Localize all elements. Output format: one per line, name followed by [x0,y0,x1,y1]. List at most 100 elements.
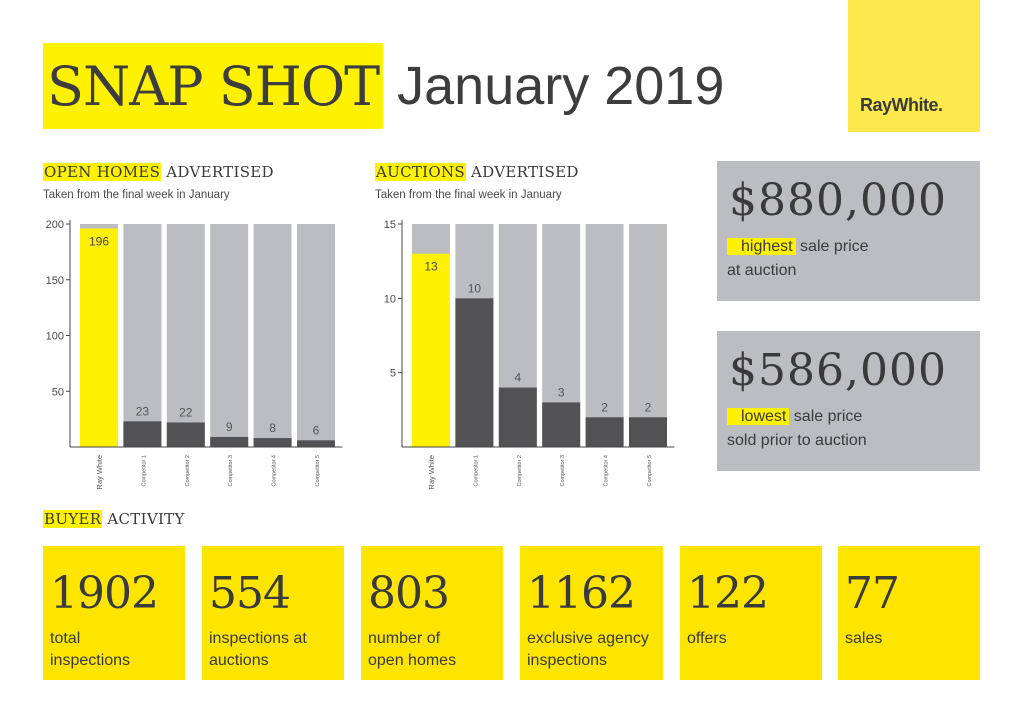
lowest-price-value: $586,000 [729,345,947,396]
data-label: 2 [601,400,608,414]
y-tick-label: 15 [384,219,396,231]
y-tick-label: 50 [52,386,64,398]
lowest-price-panel: $586,000 lowest sale price sold prior to… [717,331,980,471]
title-date: January 2019 [397,56,725,116]
stat-label-line2: inspections [527,652,608,669]
logo-text: RayWhite. [860,95,943,115]
highest-price-line2: at auction [727,262,797,279]
stat-label-line2: open homes [368,652,457,669]
highest-price-panel: $880,000 highest sale price at auction [717,161,980,301]
stat-value: 1902 [50,568,159,619]
stat-exclusive-agency-inspections: 1162 exclusive agency inspections [520,546,663,680]
auctions-subtitle: Taken from the final week in January [375,189,562,201]
stat-label: total inspections [50,628,130,672]
stat-label-line1: offers [687,630,727,647]
x-tick-label: Competitor 2 [185,455,191,487]
bar [297,440,335,447]
x-tick-label: Competitor 4 [272,455,278,487]
data-label: 6 [313,423,320,437]
bar-background [585,224,624,447]
bar-background [210,224,249,447]
lowest-price-rest: sale price [789,408,863,425]
bar [542,402,581,447]
open-homes-heading-highlight: OPEN HOMES [43,163,162,181]
bar [412,253,450,447]
title-highlight-box: SNAP SHOT [43,43,384,129]
stat-value: 554 [209,568,291,619]
lowest-price-line2: sold prior to auction [727,432,867,449]
auctions-chart: 5 10 15 13 Ray White 10 Competitor 1 4 Competito… [384,219,675,490]
highest-price-highlight: highest [727,238,796,255]
bar [253,438,292,447]
stat-label: number of open homes [368,628,456,672]
data-label: 23 [136,404,150,418]
open-homes-heading: OPEN HOMES ADVERTISED [43,163,274,181]
auctions-heading-highlight: AUCTIONS [375,163,466,181]
y-tick-label: 100 [46,331,64,343]
page-title: SNAP SHOT January 2019 [43,43,724,129]
data-label: 3 [558,385,565,399]
highest-price-rest: sale price [795,238,869,255]
x-tick-label: Ray White [95,455,104,490]
data-label: 2 [645,400,652,414]
bar [80,228,118,447]
stat-label-line1: inspections at [209,630,307,647]
bar [498,387,537,447]
stat-value: 77 [845,568,900,619]
stat-label-line1: sales [845,630,883,647]
x-tick-label: Competitor 3 [560,455,566,487]
highest-price-description: highest sale price at auction [727,235,869,283]
data-label: 22 [179,405,193,419]
stat-label-line2: inspections [50,652,131,669]
highest-price-value: $880,000 [729,175,947,226]
bar-background [253,224,292,447]
lowest-price-highlight: lowest [727,408,790,425]
y-tick-label: 150 [46,275,64,287]
stat-open-homes: 803 number of open homes [361,546,503,680]
bar [455,298,494,447]
stat-label-line1: total [50,630,81,647]
stat-sales: 77 sales [838,546,980,680]
stat-label-line1: number of [368,630,441,647]
stat-label: exclusive agency inspections [527,628,649,672]
stat-value: 1162 [527,568,636,619]
bar [166,422,205,447]
ray-white-logo: RayWhite. [848,0,980,132]
x-tick-label: Competitor 2 [517,455,523,487]
stat-label: inspections at auctions [209,628,307,672]
bar-background [629,224,667,447]
data-label: 4 [514,371,521,385]
bar [123,421,162,447]
stat-inspections-at-auctions: 554 inspections at auctions [202,546,344,680]
bar-background [297,224,335,447]
data-label: 13 [424,260,438,274]
lowest-price-description: lowest sale price sold prior to auction [727,405,867,453]
stat-total-inspections: 1902 total inspections [43,546,185,680]
buyer-activity-heading-rest: ACTIVITY [102,510,185,528]
bar-background [166,224,205,447]
bar-background [123,224,162,447]
data-label: 8 [269,421,276,435]
title-highlight-text: SNAP SHOT [47,54,380,118]
data-label: 9 [226,420,233,434]
open-homes-heading-rest: ADVERTISED [161,163,274,181]
data-label: 10 [468,281,482,295]
y-tick-label: 200 [46,219,64,231]
x-tick-label: Competitor 4 [604,455,610,487]
stat-label-line1: exclusive agency [527,630,649,647]
x-tick-label: Ray White [427,455,436,490]
auctions-heading: AUCTIONS ADVERTISED [375,163,579,181]
x-tick-label: Competitor 5 [647,455,653,487]
stat-label: sales [845,628,882,650]
x-tick-label: Competitor 1 [141,455,147,487]
auctions-heading-rest: ADVERTISED [465,163,579,181]
stat-value: 122 [687,568,769,619]
stat-label-line2: auctions [209,652,269,669]
x-tick-label: Competitor 1 [473,455,479,487]
stat-offers: 122 offers [680,546,822,680]
y-tick-label: 10 [384,293,396,305]
buyer-activity-heading-highlight: BUYER [43,510,103,528]
stat-label: offers [687,628,727,650]
x-tick-label: Competitor 5 [315,455,321,487]
data-label: 196 [89,234,109,248]
